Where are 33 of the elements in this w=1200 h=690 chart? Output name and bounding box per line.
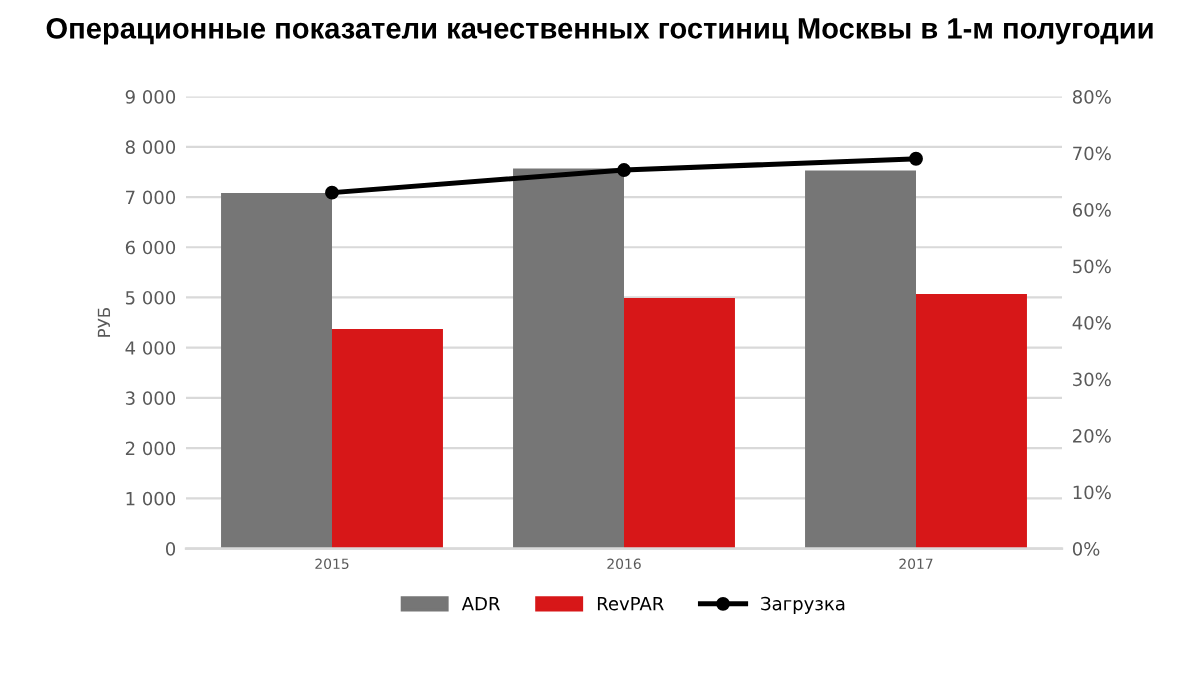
y2-tick-label: 30% xyxy=(1073,372,1111,387)
y-tick-label: 6 000 xyxy=(125,240,176,255)
y2-tick-label: 10% xyxy=(1073,485,1111,500)
y2-tick-label: 50% xyxy=(1073,259,1111,274)
y-tick-label: 1 000 xyxy=(126,491,176,506)
y-tick-label: 5 000 xyxy=(125,290,176,305)
y-tick-label: 2 000 xyxy=(125,441,176,456)
bar xyxy=(916,293,1027,549)
y-tick-label: 3 000 xyxy=(125,391,176,406)
y2-tick-label: 80% xyxy=(1072,90,1111,104)
y2-tick-label: 0% xyxy=(1072,542,1100,556)
y-tick-label: 0 xyxy=(165,542,176,556)
chart-title: Операционные показатели качественных гостиниц Москвы в 1-м полугодии xyxy=(46,18,1153,45)
point xyxy=(909,151,923,166)
bar xyxy=(332,329,443,549)
y2-tick-label: 20% xyxy=(1073,429,1111,443)
y-axis-title: РУБ xyxy=(97,307,111,337)
y-tick-label: 7 000 xyxy=(126,190,176,205)
y2-tick-label: 70% xyxy=(1073,146,1111,161)
y2-tick-label: 60% xyxy=(1072,203,1111,217)
legend-label: ADR xyxy=(461,596,500,611)
y2-tick-label: 40% xyxy=(1072,316,1111,330)
bar xyxy=(513,168,624,549)
legend-label: RevPAR xyxy=(597,596,664,611)
point xyxy=(325,185,339,200)
y-tick-label: 9 000 xyxy=(125,90,176,104)
legend-label: Загрузка xyxy=(761,596,845,614)
bar xyxy=(221,193,332,549)
y-tick-label: 8 000 xyxy=(125,140,176,154)
bar xyxy=(805,170,916,549)
bar xyxy=(624,297,735,549)
point xyxy=(617,163,631,177)
y-tick-label: 4 000 xyxy=(125,341,176,355)
